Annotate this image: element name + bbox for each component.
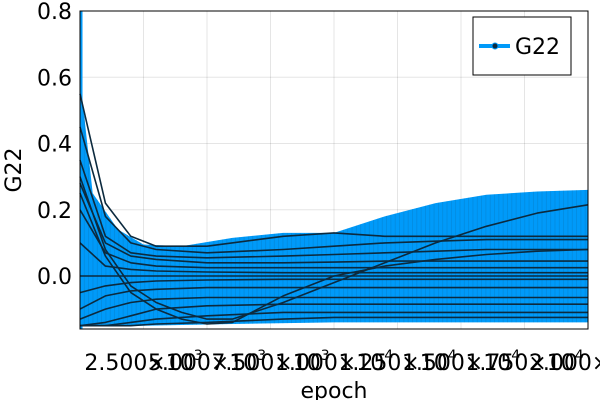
legend-marker	[491, 42, 499, 50]
series-line	[79, 209, 588, 269]
series-line	[79, 192, 589, 325]
x-tick-label: 1.250×104	[338, 348, 456, 376]
series-line	[79, 242, 588, 274]
x-axis-label: epoch	[301, 379, 368, 400]
error-band	[80, 77, 588, 326]
x-tick-label: 2.500×103	[84, 348, 202, 376]
x-tick-label: 7.500×103	[211, 348, 329, 376]
series-line	[80, 311, 588, 327]
series-line	[79, 159, 588, 259]
x-tick-label: 1.750×104	[465, 348, 583, 376]
x-tick-label: 5.000×103	[148, 348, 266, 376]
series-line	[79, 176, 589, 320]
x-tick-labels: 2.500×1035.000×1037.500×1031.000×1041.25…	[84, 348, 600, 376]
y-axis-label: G22	[2, 147, 27, 192]
y-tick-labels: 0.0 0.2 0.4 0.6 0.8	[37, 0, 72, 290]
legend: G22	[472, 16, 572, 76]
x-tick-label: 2.000×104	[529, 348, 600, 376]
x-tick-label: 1.500×104	[402, 348, 520, 376]
series-line	[79, 286, 588, 310]
y-tick-label: 0.4	[37, 133, 72, 158]
series-line	[79, 303, 588, 327]
y-tick-label: 0.6	[37, 66, 72, 91]
y-tick-label: 0.0	[37, 265, 72, 290]
series-group	[79, 11, 589, 329]
series-line	[79, 93, 588, 247]
y-tick-label: 0.8	[37, 0, 72, 25]
series-line	[80, 316, 588, 327]
series-line	[79, 296, 588, 320]
plot-frame	[79, 10, 589, 330]
y-tick-label: 0.2	[37, 199, 72, 224]
series-line	[79, 182, 588, 264]
series-line	[79, 126, 588, 254]
legend-label: G22	[515, 35, 560, 60]
x-tick-label: 1.000×104	[275, 348, 393, 376]
series-line	[79, 278, 588, 294]
